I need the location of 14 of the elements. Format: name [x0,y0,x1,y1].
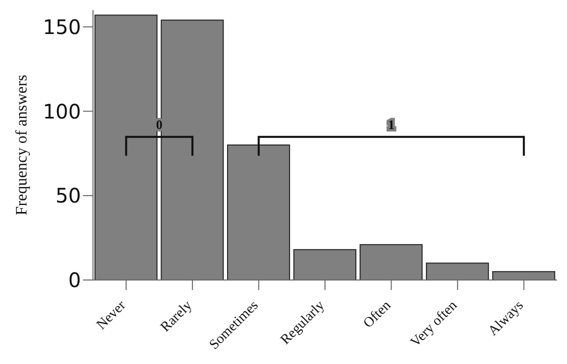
bar [492,271,556,280]
bar [293,249,356,280]
bar [160,20,224,280]
y-tick-label: 0 [68,268,81,292]
annotation: 1 [388,116,395,132]
bar [426,262,489,280]
y-axis-title: Frequency of answers [14,74,30,216]
x-tick-label: Very often [408,298,460,350]
y-tick-label: 100 [42,99,81,124]
y-tick-label: 150 [42,14,81,39]
bar [94,14,158,280]
bar [360,244,423,280]
bar [227,144,290,280]
y-tick-label: 50 [56,184,81,208]
